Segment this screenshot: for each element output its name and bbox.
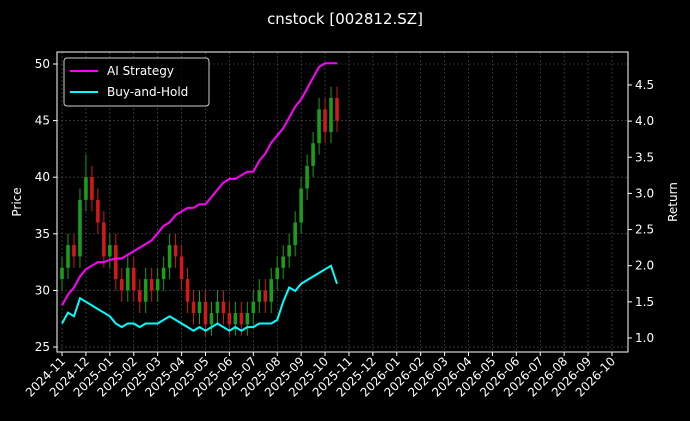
candle-body	[78, 199, 82, 257]
candle-body	[131, 267, 136, 291]
legend-box	[63, 57, 210, 107]
candle-body	[173, 245, 178, 257]
candle-body	[311, 143, 315, 166]
y-tick-label: 25	[35, 340, 50, 354]
legend-label: Buy-and-Hold	[107, 85, 188, 99]
series-line	[61, 62, 337, 306]
candle-body	[137, 290, 142, 302]
candle-body	[108, 245, 112, 257]
candle-body	[293, 222, 297, 246]
candle-body	[179, 256, 184, 280]
candle-body	[66, 245, 70, 268]
candle-body	[72, 245, 76, 257]
y-tick-label: 45	[35, 114, 50, 128]
y2-tick-label: 2.5	[635, 223, 654, 237]
series-line	[61, 264, 338, 332]
candle-body	[275, 267, 280, 280]
candle-body	[120, 279, 124, 291]
candle-body	[305, 165, 309, 189]
candle-body	[221, 301, 226, 314]
candle-body	[90, 177, 94, 200]
candle-body	[233, 313, 238, 325]
y-tick-label: 50	[35, 57, 50, 71]
candle-body	[323, 109, 327, 132]
candle-body	[155, 279, 160, 291]
y2-axis-label: Return	[666, 182, 680, 222]
candle-body	[245, 313, 250, 325]
y-tick-label: 40	[35, 170, 50, 184]
candle-body	[125, 267, 130, 291]
candle-body	[161, 267, 166, 280]
candle-body	[96, 199, 100, 223]
candle-body	[263, 290, 268, 302]
candle-body	[102, 222, 106, 257]
y2-tick-label: 3.0	[635, 186, 654, 200]
candle-body	[185, 279, 190, 302]
chart-title: cnstock [002812.SZ]	[267, 10, 423, 28]
candle-body	[60, 267, 64, 280]
candle-body	[209, 313, 214, 325]
candle-body	[149, 279, 154, 291]
candle-body	[114, 245, 118, 280]
y2-tick-label: 3.5	[635, 150, 654, 164]
y-tick-label: 30	[35, 283, 50, 297]
candle-body	[203, 301, 208, 325]
candle-body	[167, 245, 172, 268]
candle-body	[84, 177, 88, 200]
candle-body	[239, 313, 244, 325]
y2-tick-label: 4.5	[635, 78, 654, 92]
candle-body	[197, 301, 202, 314]
y2-tick-label: 1.0	[635, 331, 654, 345]
candle-body	[251, 301, 256, 314]
y2-tick-label: 2.0	[635, 259, 654, 273]
candle-body	[335, 97, 339, 121]
candle-body	[257, 290, 262, 302]
y-axis-label: Price	[10, 187, 24, 216]
legend: AI Strategy Buy-and-Hold	[63, 57, 210, 107]
candle-body	[227, 313, 232, 325]
candle-body	[269, 279, 274, 302]
candle-body	[287, 245, 291, 257]
candle-body	[317, 109, 321, 144]
legend-label: AI Strategy	[107, 64, 174, 78]
candle-body	[281, 256, 285, 268]
candle-body	[191, 301, 196, 314]
y-tick-label: 35	[35, 227, 50, 241]
plot-frame	[56, 51, 629, 353]
y2-tick-label: 1.5	[635, 295, 654, 309]
candle-body	[143, 279, 148, 302]
candle-body	[215, 301, 220, 314]
y2-tick-label: 4.0	[635, 114, 654, 128]
candle-body	[329, 97, 333, 132]
candle-body	[299, 188, 303, 223]
